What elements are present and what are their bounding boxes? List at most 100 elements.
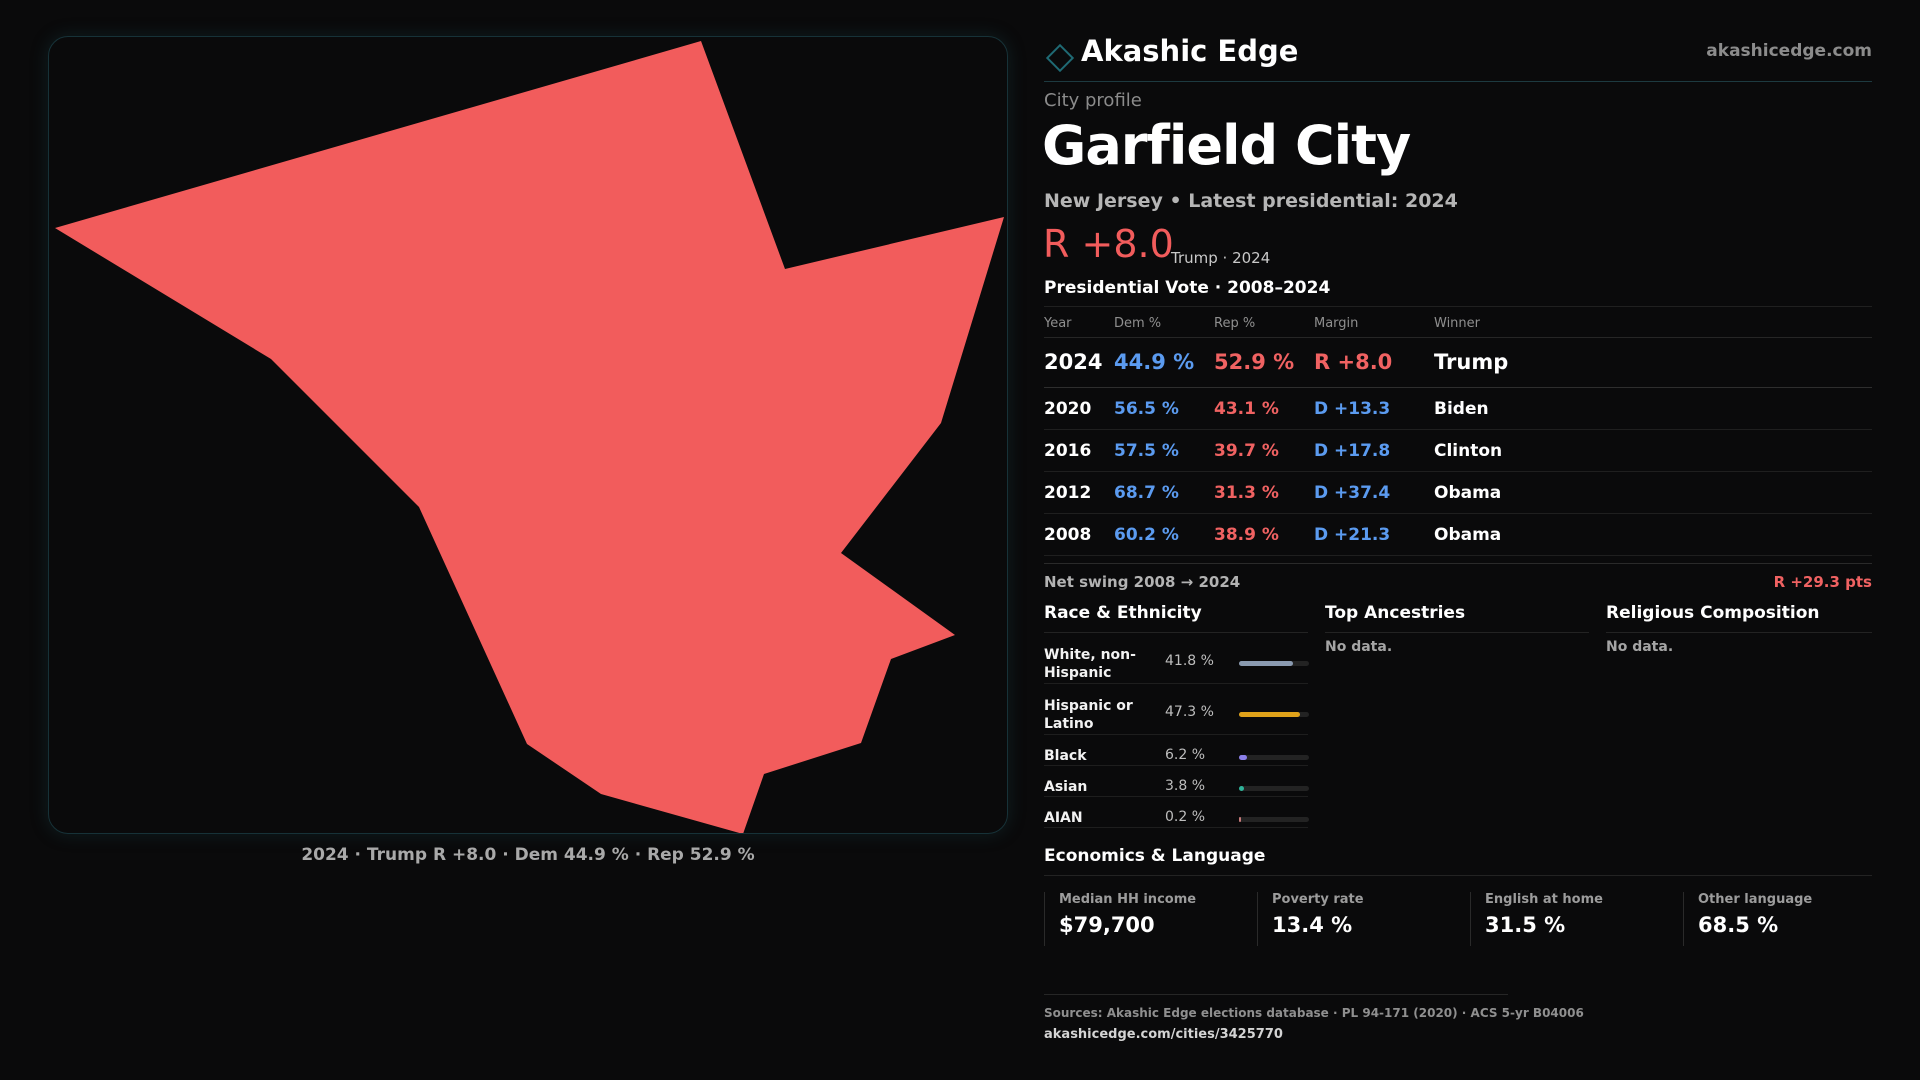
table-row: 2020 56.5 % 43.1 % D +13.3 Biden [1044, 388, 1872, 430]
demographic-bar [1239, 661, 1309, 666]
demographic-value: 41.8 % [1165, 653, 1214, 669]
stat-value: 31.5 % [1485, 913, 1566, 937]
col-header-year: Year [1044, 316, 1072, 331]
ancestries-section-title: Top Ancestries [1325, 603, 1466, 623]
cell-margin: D +13.3 [1314, 399, 1391, 419]
diamond-logo-icon [1046, 44, 1074, 72]
demographic-bar [1239, 755, 1309, 760]
cell-rep: 52.9 % [1214, 350, 1295, 374]
col-header-dem: Dem % [1114, 316, 1162, 331]
demographic-label: Asian [1044, 779, 1088, 795]
col-header-rep: Rep % [1214, 316, 1256, 331]
cell-year: 2024 [1044, 350, 1103, 374]
brand-url-link[interactable]: akashicedge.com [1706, 41, 1872, 61]
stat-card-income: Median HH income $79,700 [1044, 892, 1234, 946]
cell-winner: Obama [1434, 525, 1502, 545]
stat-label: Poverty rate [1272, 892, 1364, 907]
cell-winner: Clinton [1434, 441, 1503, 461]
cell-rep: 39.7 % [1214, 441, 1279, 461]
demographic-value: 0.2 % [1165, 809, 1206, 825]
cell-margin: D +17.8 [1314, 441, 1391, 461]
swing-divider [1044, 563, 1872, 564]
stat-label: Other language [1698, 892, 1813, 907]
col-header-winner: Winner [1434, 316, 1481, 331]
cell-rep: 43.1 % [1214, 399, 1279, 419]
page-kicker: City profile [1044, 90, 1142, 111]
headline-note: Trump · 2024 [1171, 249, 1271, 267]
cell-winner: Biden [1434, 399, 1489, 419]
map-caption: 2024 · Trump R +8.0 · Dem 44.9 % · Rep 5… [301, 845, 755, 865]
demographic-row: AIAN 0.2 % [1044, 797, 1309, 828]
cell-dem: 68.7 % [1114, 483, 1179, 503]
demographic-row: White, non-Hispanic 41.8 % [1044, 633, 1309, 684]
demographic-row: Hispanic or Latino 47.3 % [1044, 684, 1309, 735]
ancestries-divider [1325, 632, 1589, 633]
demographic-bar-fill [1239, 661, 1294, 666]
economics-divider [1044, 875, 1872, 876]
stat-value: 68.5 % [1698, 913, 1779, 937]
brand-name[interactable]: Akashic Edge [1081, 34, 1299, 68]
table-row: 2008 60.2 % 38.9 % D +21.3 Obama [1044, 514, 1872, 556]
sources-note: Sources: Akashic Edge elections database… [1044, 1006, 1584, 1020]
demographic-bar-fill [1239, 786, 1244, 791]
demographic-label: Hispanic or Latino [1044, 698, 1133, 732]
demographic-label: Black [1044, 748, 1087, 764]
cell-year: 2008 [1044, 525, 1092, 545]
cell-dem: 44.9 % [1114, 350, 1195, 374]
footer-url-link[interactable]: akashicedge.com/cities/3425770 [1044, 1027, 1283, 1042]
net-swing-value: R +29.3 pts [1773, 573, 1872, 591]
stat-card-poverty: Poverty rate 13.4 % [1257, 892, 1447, 946]
stat-label: Median HH income [1059, 892, 1197, 907]
demographic-label: White, non-Hispanic [1044, 647, 1136, 681]
demographic-value: 47.3 % [1165, 704, 1214, 720]
demographic-row: Black 6.2 % [1044, 735, 1309, 766]
demographic-bar [1239, 712, 1309, 717]
cell-year: 2020 [1044, 399, 1092, 419]
col-header-margin: Margin [1314, 316, 1359, 331]
stat-card-english: English at home 31.5 % [1470, 892, 1660, 946]
stat-value: $79,700 [1059, 913, 1155, 937]
demographic-row: Asian 3.8 % [1044, 766, 1309, 797]
city-boundary-shape[interactable] [55, 41, 1004, 834]
demographic-value: 6.2 % [1165, 747, 1206, 763]
vote-table-title: Presidential Vote · 2008–2024 [1044, 278, 1331, 298]
race-divider [1044, 632, 1308, 633]
religion-empty: No data. [1606, 639, 1674, 655]
cell-year: 2016 [1044, 441, 1092, 461]
ancestries-empty: No data. [1325, 639, 1393, 655]
cell-dem: 60.2 % [1114, 525, 1179, 545]
table-header: Year Dem % Rep % Margin Winner [1044, 306, 1872, 338]
demographic-value: 3.8 % [1165, 778, 1206, 794]
stat-value: 13.4 % [1272, 913, 1353, 937]
demographic-label: AIAN [1044, 810, 1083, 826]
vote-table: Year Dem % Rep % Margin Winner 2024 44.9… [1044, 306, 1872, 556]
footer-divider [1044, 994, 1508, 995]
religion-section-title: Religious Composition [1606, 603, 1820, 623]
page-title: Garfield City [1042, 114, 1411, 177]
table-row: 2016 57.5 % 39.7 % D +17.8 Clinton [1044, 430, 1872, 472]
table-row: 2024 44.9 % 52.9 % R +8.0 Trump [1044, 338, 1872, 388]
cell-dem: 56.5 % [1114, 399, 1179, 419]
demographic-bar-fill [1239, 755, 1248, 760]
race-section-title: Race & Ethnicity [1044, 603, 1202, 623]
net-swing-label: Net swing 2008 → 2024 [1044, 573, 1241, 591]
city-map-panel[interactable] [48, 36, 1008, 834]
page-subtitle: New Jersey • Latest presidential: 2024 [1044, 190, 1458, 212]
cell-margin: R +8.0 [1314, 350, 1393, 374]
economics-section-title: Economics & Language [1044, 846, 1266, 866]
cell-winner: Obama [1434, 483, 1502, 503]
demographic-bar-fill [1239, 817, 1241, 822]
cell-winner: Trump [1434, 350, 1509, 374]
stat-card-other-language: Other language 68.5 % [1683, 892, 1873, 946]
city-map [55, 41, 1004, 834]
cell-rep: 31.3 % [1214, 483, 1279, 503]
stat-label: English at home [1485, 892, 1603, 907]
demographic-bar [1239, 817, 1309, 822]
cell-dem: 57.5 % [1114, 441, 1179, 461]
brand-header: Akashic Edge akashicedge.com [1044, 32, 1872, 82]
header-divider [1044, 81, 1872, 82]
demographic-bar-fill [1239, 712, 1301, 717]
religion-divider [1606, 632, 1872, 633]
headline-margin: R +8.0 [1043, 222, 1174, 266]
cell-margin: D +37.4 [1314, 483, 1391, 503]
